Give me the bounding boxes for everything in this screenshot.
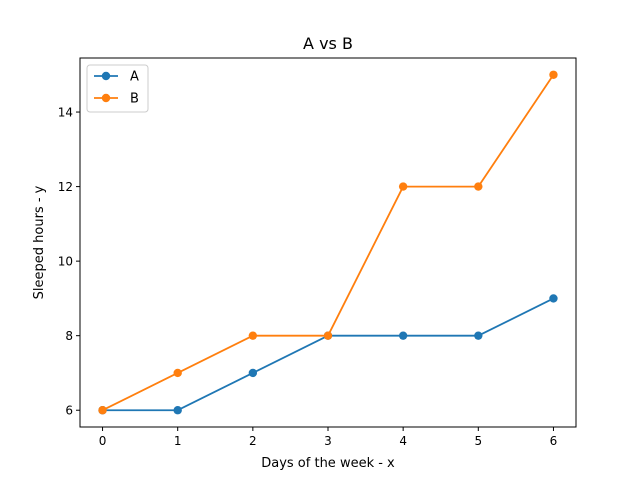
y-axis-ticks: 6 8 10 12 14 xyxy=(58,106,80,418)
series-A xyxy=(98,294,558,415)
x-tick-label: 6 xyxy=(550,434,558,448)
x-tick-label: 4 xyxy=(399,434,407,448)
series-layer xyxy=(98,70,558,415)
x-tick-label: 3 xyxy=(324,434,332,448)
x-tick-label: 5 xyxy=(474,434,482,448)
data-point xyxy=(173,368,182,378)
data-point xyxy=(398,331,408,340)
data-point xyxy=(398,182,408,191)
data-point xyxy=(248,331,258,340)
legend-label: A xyxy=(130,70,139,85)
y-tick-label: 6 xyxy=(65,404,73,418)
data-point xyxy=(173,406,182,415)
chart-title: A vs B xyxy=(303,34,353,53)
legend-label: B xyxy=(130,92,139,107)
x-axis-label: Days of the week - x xyxy=(261,456,395,471)
legend: AB xyxy=(86,64,149,113)
y-tick-label: 14 xyxy=(58,106,73,120)
series-line-B xyxy=(102,74,555,412)
legend-marker xyxy=(101,71,111,81)
data-point xyxy=(323,331,333,340)
data-point xyxy=(474,331,483,340)
x-tick-label: 1 xyxy=(174,434,182,448)
legend-marker xyxy=(101,93,111,103)
series-B xyxy=(98,70,558,415)
y-tick-label: 12 xyxy=(58,180,73,194)
y-axis-label: Sleeped hours - y xyxy=(32,185,47,299)
y-tick-label: 10 xyxy=(58,255,73,269)
data-point xyxy=(98,406,107,415)
x-tick-label: 0 xyxy=(99,434,107,448)
data-point xyxy=(549,294,558,303)
y-tick-label: 8 xyxy=(65,329,73,343)
plot-area-frame xyxy=(79,57,577,428)
x-axis-ticks: 0 1 2 3 4 5 6 xyxy=(99,427,558,448)
series-line-A xyxy=(102,297,554,412)
data-point xyxy=(474,182,483,191)
data-point xyxy=(248,368,258,378)
data-point xyxy=(549,70,558,79)
x-tick-label: 2 xyxy=(249,434,257,448)
